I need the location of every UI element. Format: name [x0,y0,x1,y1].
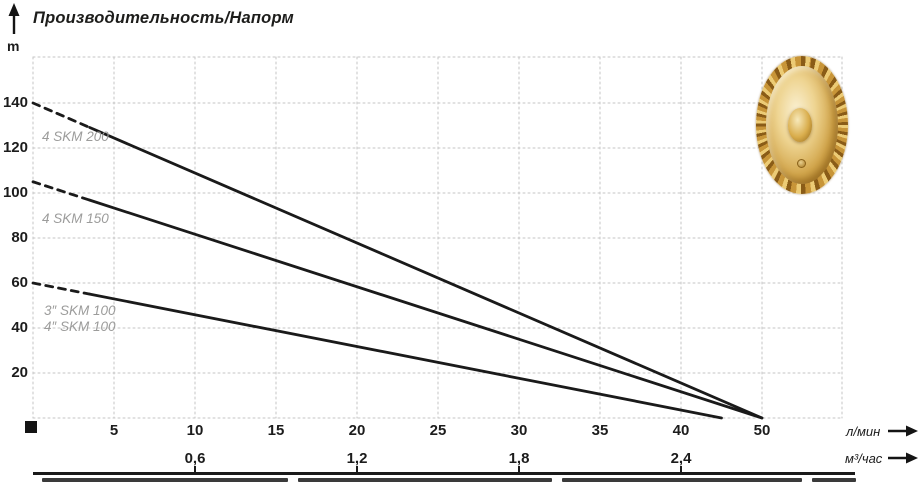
impeller-hub [788,108,812,142]
x-tick-label-lmin: 25 [429,422,447,439]
series-label-4skm150: 4 SKM 150 [42,211,109,226]
y-tick-label: 120 [2,139,28,156]
plot-line [31,180,92,202]
x-tick-label-m3h: 0,6 [184,450,206,467]
impeller-screw [797,159,806,168]
plot-line [88,292,723,420]
x-axis-right-arrow-icon-2 [888,452,918,464]
x-tick-label-m3h: 1,2 [346,450,368,467]
y-axis-unit-label: m [7,38,20,54]
plot-line [88,198,764,420]
x-tick-label-lmin: 15 [267,422,285,439]
x-tick-label-lmin: 40 [672,422,690,439]
y-tick-label: 20 [11,364,28,381]
y-tick-label: 40 [11,319,28,336]
plot-line [31,281,92,296]
y-tick-label: 80 [11,229,28,246]
secondary-axis-tick [518,466,520,473]
x-tick-label-m3h: 2,4 [670,450,692,467]
x-tick-label-m3h: 1,8 [508,450,530,467]
x-axis-unit-lmin: л/мин [846,424,881,439]
x-axis-right-arrow-icon [888,425,918,437]
y-axis-up-arrow-icon [8,3,20,34]
series-label-3skm100: 3″ SKM 100 [44,303,116,318]
cropped-content-edge [562,478,802,482]
secondary-axis-tick [194,466,196,473]
secondary-axis-tick [680,466,682,473]
x-tick-label-lmin: 35 [591,422,609,439]
series-label-4skm200: 4 SKM 200 [42,129,109,144]
plot-line [88,126,764,420]
y-tick-label: 60 [11,274,28,291]
cropped-content-edge [298,478,552,482]
chart-title: Производительность/Напорм [33,9,294,27]
y-tick-label: 100 [2,184,28,201]
secondary-x-axis-line [33,472,855,475]
cropped-content-edge [42,478,288,482]
series-label-4skm100: 4″ SKM 100 [44,319,116,334]
secondary-axis-tick [356,466,358,473]
x-axis-unit-m3h: м³/час [845,451,883,466]
plot-line [31,101,92,129]
x-tick-label-lmin: 50 [753,422,771,439]
origin-marker [25,421,37,433]
x-tick-label-lmin: 5 [109,422,119,439]
cropped-content-edge [812,478,856,482]
brass-impeller-photo [756,56,848,194]
x-tick-label-lmin: 20 [348,422,366,439]
y-tick-label: 140 [2,94,28,111]
x-tick-label-lmin: 30 [510,422,528,439]
x-tick-label-lmin: 10 [186,422,204,439]
